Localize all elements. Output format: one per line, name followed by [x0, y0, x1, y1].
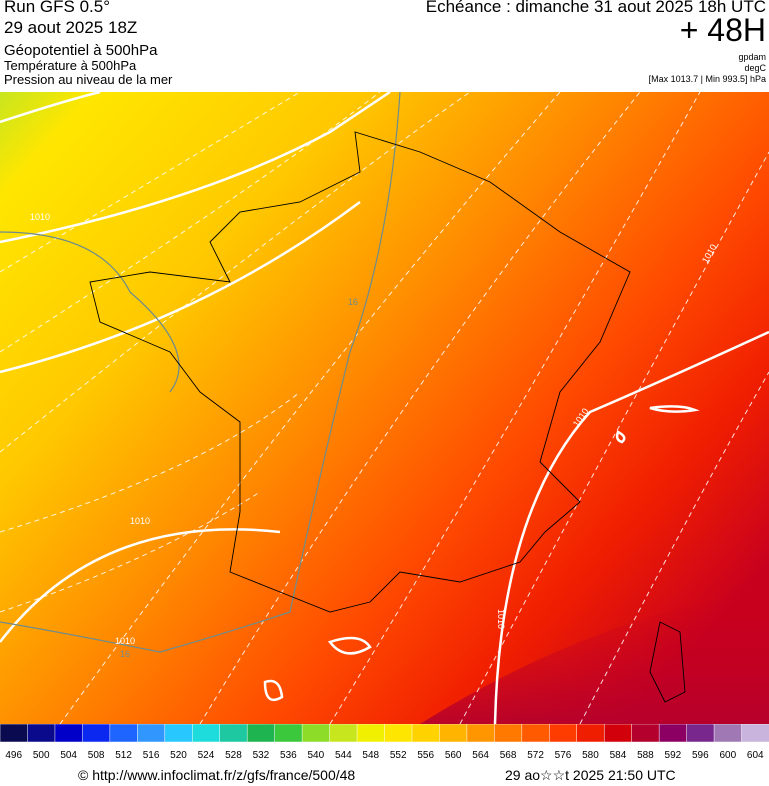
timestamp: 29 ao☆☆t 2025 21:50 UTC	[505, 767, 676, 783]
swatch	[686, 724, 715, 743]
contour-label: 16	[348, 297, 358, 307]
scale-label: 564	[472, 750, 489, 761]
param: Température à 500hPa	[4, 58, 137, 73]
contour-label: 1010	[30, 212, 50, 222]
colorbar: 496 500 504 508 512 516 520 524 528 532 536 540 544 5…	[0, 724, 769, 761]
swatch	[658, 724, 688, 743]
swatch	[109, 724, 139, 743]
scale-label: 604	[747, 750, 764, 761]
run-date: 29 aout 2025 18Z	[4, 18, 138, 37]
scale-label: 580	[582, 750, 599, 761]
scale-label: 592	[665, 750, 682, 761]
swatch	[411, 724, 441, 743]
scale-label: 552	[390, 750, 407, 761]
swatch	[219, 724, 248, 743]
scale-label: 600	[719, 750, 736, 761]
swatch	[466, 724, 496, 743]
swatch	[27, 724, 56, 743]
field	[0, 92, 769, 724]
swatch	[494, 724, 523, 743]
unit: degC	[744, 63, 766, 73]
contour-label: 1010	[130, 516, 150, 526]
swatch	[741, 724, 769, 743]
run: Run GFS 0.5°	[4, 0, 111, 16]
scale-label: 584	[610, 750, 627, 761]
swatch	[54, 724, 84, 743]
swatch	[603, 724, 633, 743]
source: © http://www.infoclimat.fr/z/gfs/france/…	[78, 767, 356, 783]
swatch	[0, 724, 29, 743]
scale-label: 556	[417, 750, 434, 761]
swatch	[631, 724, 660, 743]
scale-label: 496	[5, 750, 22, 761]
swatch	[192, 724, 221, 743]
scale-label: 500	[33, 750, 50, 761]
field-dark	[420, 592, 769, 724]
scale-label: 576	[555, 750, 572, 761]
swatch	[82, 724, 111, 743]
swatch	[329, 724, 358, 743]
scale-label: 512	[115, 750, 132, 761]
scale-label: 568	[500, 750, 517, 761]
swatch	[164, 724, 194, 743]
swatch	[137, 724, 166, 743]
swatch	[439, 724, 468, 743]
param: Pression au niveau de la mer	[4, 72, 173, 87]
scale-label: 540	[307, 750, 324, 761]
swatch	[576, 724, 605, 743]
temp-isolines	[0, 92, 769, 724]
scale-label: 548	[362, 750, 379, 761]
swatch	[274, 724, 303, 743]
contour-label: 1010	[496, 609, 506, 629]
lead-time: + 48H	[679, 12, 766, 48]
scale-label: 588	[637, 750, 654, 761]
swatch	[549, 724, 578, 743]
param: Géopotentiel à 500hPa	[4, 42, 158, 59]
scale-label: 508	[88, 750, 105, 761]
contour-label: 16	[120, 649, 130, 659]
swatch	[384, 724, 413, 743]
swatch	[246, 724, 276, 743]
coastline	[89, 131, 686, 703]
isobars	[0, 92, 769, 724]
swatch	[301, 724, 331, 743]
scale-label: 520	[170, 750, 187, 761]
echeance: Echéance : dimanche 31 aout 2025 18h UTC	[425, 0, 766, 16]
swatch	[521, 724, 551, 743]
contour-label: 1010	[115, 636, 135, 646]
swatch	[713, 724, 743, 743]
scale-label: 516	[143, 750, 160, 761]
scale-label: 524	[198, 750, 215, 761]
scale-label: 596	[692, 750, 709, 761]
scale-label: 572	[527, 750, 544, 761]
swatch	[356, 724, 386, 743]
scale-label: 560	[445, 750, 462, 761]
scale-label: 532	[253, 750, 270, 761]
scale-label: 504	[60, 750, 77, 761]
pressure-range: [Max 1013.7 | Min 993.5] hPa	[648, 74, 766, 84]
scale-label: 536	[280, 750, 297, 761]
map: 1010 1010 1010 1010 1010 1010 16 16	[0, 92, 769, 724]
scale-label: 544	[335, 750, 352, 761]
scale-label: 528	[225, 750, 242, 761]
unit: gpdam	[738, 52, 766, 62]
